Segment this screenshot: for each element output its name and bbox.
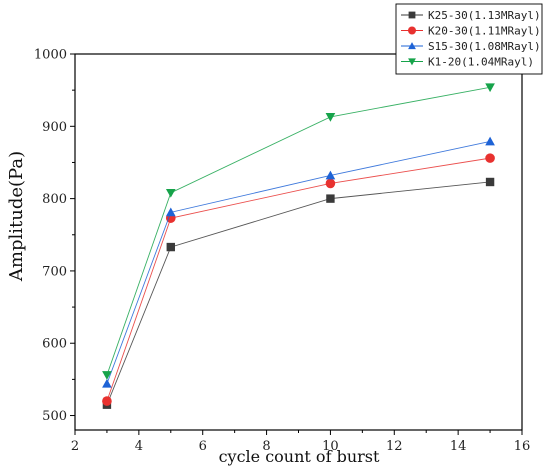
data-point	[165, 188, 176, 198]
legend-item: K25-30(1.13MRayl)	[401, 9, 541, 22]
x-tick-label: 8	[262, 439, 270, 454]
y-tick-label: 700	[42, 264, 67, 279]
data-point	[166, 242, 175, 252]
legend-marker	[408, 26, 416, 35]
data-point	[485, 153, 495, 163]
series-1	[102, 177, 495, 409]
x-tick-label: 2	[71, 439, 79, 454]
y-tick-label: 900	[42, 120, 67, 135]
legend-item: S15-30(1.08MRayl)	[401, 40, 541, 53]
data-point	[325, 170, 336, 180]
y-tick-label: 1000	[34, 48, 67, 63]
data-point	[326, 194, 335, 203]
plot-frame	[74, 53, 523, 431]
series-line	[106, 181, 491, 405]
series-group	[102, 83, 495, 409]
x-tick-label: 4	[135, 439, 143, 454]
legend-marker	[408, 58, 416, 66]
series-line	[106, 141, 491, 384]
x-axis-title: cycle count of burst	[219, 447, 380, 466]
y-axis-title: Amplitude(Pa)	[6, 151, 27, 282]
series-line	[106, 86, 491, 376]
series-4	[102, 83, 495, 380]
series-2	[102, 153, 495, 406]
legend-marker	[408, 42, 416, 50]
legend-box	[395, 3, 543, 75]
data-point	[102, 378, 112, 388]
legend-label: K25-30(1.13MRayl)	[428, 9, 541, 22]
data-point	[325, 178, 336, 189]
data-point	[485, 83, 495, 93]
legend-item: K20-30(1.11MRayl)	[401, 25, 541, 38]
y-tick-label: 500	[42, 409, 67, 424]
legend-label: S15-30(1.08MRayl)	[428, 40, 541, 53]
y-tick-label: 800	[42, 192, 67, 207]
data-point	[102, 371, 112, 380]
data-point	[102, 396, 112, 406]
series-line	[106, 157, 491, 402]
legend-label: K1-20(1.04MRayl)	[428, 56, 534, 69]
data-point	[165, 207, 176, 217]
legend-label: K20-30(1.11MRayl)	[428, 25, 541, 38]
x-tick-label: 6	[199, 439, 207, 454]
data-point	[325, 113, 336, 122]
x-tick-label: 14	[450, 439, 467, 454]
legend-item: K1-20(1.04MRayl)	[401, 56, 534, 69]
series-3	[102, 136, 495, 388]
data-point	[485, 136, 495, 146]
data-point	[485, 177, 495, 187]
x-tick-label: 10	[322, 439, 339, 454]
x-tick-label: 12	[386, 439, 403, 454]
legend-marker	[408, 11, 416, 19]
x-tick-label: 16	[514, 439, 531, 454]
axes: 2 4 6 8 10 12 14 16 500 600 700 800 900 1000	[34, 48, 530, 455]
y-tick-label: 600	[42, 337, 67, 352]
legend: K25-30(1.13MRayl) K20-30(1.11MRayl) S15-30…	[395, 3, 543, 75]
